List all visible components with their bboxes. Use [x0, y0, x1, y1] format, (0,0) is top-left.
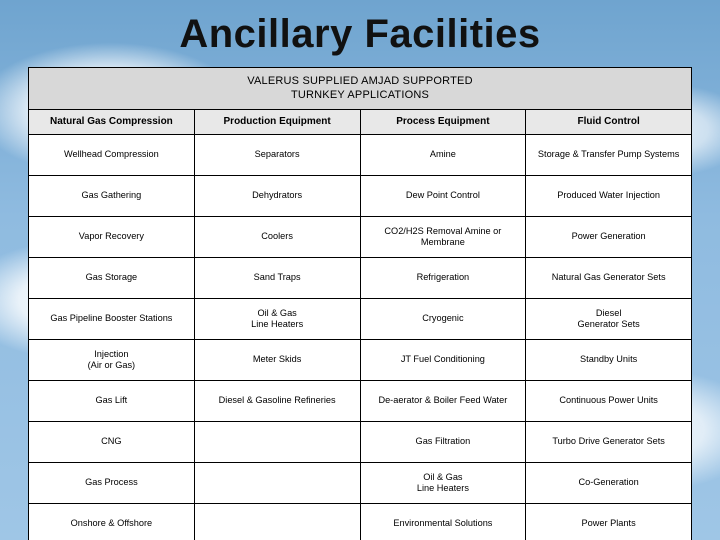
page-title: Ancillary Facilities: [28, 12, 692, 57]
cell: JT Fuel Conditioning: [360, 340, 526, 381]
cell: Natural Gas Generator Sets: [526, 258, 692, 299]
cell: DieselGenerator Sets: [526, 299, 692, 340]
cell: Oil & GasLine Heaters: [360, 463, 526, 504]
cell: Produced Water Injection: [526, 176, 692, 217]
cell: CO2/H2S Removal Amine or Membrane: [360, 217, 526, 258]
column-header: Fluid Control: [526, 109, 692, 135]
cell: Gas Pipeline Booster Stations: [29, 299, 195, 340]
cell: Dew Point Control: [360, 176, 526, 217]
column-header: Natural Gas Compression: [29, 109, 195, 135]
cell: Vapor Recovery: [29, 217, 195, 258]
cell: Sand Traps: [194, 258, 360, 299]
table-row: Wellhead Compression Separators Amine St…: [29, 135, 692, 176]
table-row: Onshore & Offshore Environmental Solutio…: [29, 504, 692, 540]
column-header: Production Equipment: [194, 109, 360, 135]
cell: Standby Units: [526, 340, 692, 381]
table-body: Wellhead Compression Separators Amine St…: [29, 135, 692, 540]
cell: Environmental Solutions: [360, 504, 526, 540]
cell: Continuous Power Units: [526, 381, 692, 422]
table-banner-line2: TURNKEY APPLICATIONS: [291, 89, 429, 101]
cell: [194, 504, 360, 540]
table-banner: VALERUS SUPPLIED AMJAD SUPPORTED TURNKEY…: [29, 68, 692, 110]
cell: Gas Process: [29, 463, 195, 504]
cell: Power Plants: [526, 504, 692, 540]
cell: Meter Skids: [194, 340, 360, 381]
cell: Turbo Drive Generator Sets: [526, 422, 692, 463]
cell: Dehydrators: [194, 176, 360, 217]
cell: Oil & GasLine Heaters: [194, 299, 360, 340]
cell: Gas Lift: [29, 381, 195, 422]
cell: Storage & Transfer Pump Systems: [526, 135, 692, 176]
column-header: Process Equipment: [360, 109, 526, 135]
cell: Gas Storage: [29, 258, 195, 299]
cell: Separators: [194, 135, 360, 176]
cell: [194, 422, 360, 463]
cell: Amine: [360, 135, 526, 176]
table-row: Gas Process Oil & GasLine Heaters Co-Gen…: [29, 463, 692, 504]
cell: Gas Gathering: [29, 176, 195, 217]
cell: Diesel & Gasoline Refineries: [194, 381, 360, 422]
table-row: Gas Storage Sand Traps Refrigeration Nat…: [29, 258, 692, 299]
table-row: Vapor Recovery Coolers CO2/H2S Removal A…: [29, 217, 692, 258]
applications-table: VALERUS SUPPLIED AMJAD SUPPORTED TURNKEY…: [28, 67, 692, 540]
table-row: Gas Pipeline Booster Stations Oil & GasL…: [29, 299, 692, 340]
cell: Cryogenic: [360, 299, 526, 340]
cell: Onshore & Offshore: [29, 504, 195, 540]
cell: Wellhead Compression: [29, 135, 195, 176]
table-row: Gas Lift Diesel & Gasoline Refineries De…: [29, 381, 692, 422]
cell: Refrigeration: [360, 258, 526, 299]
cell: Co-Generation: [526, 463, 692, 504]
cell: Injection(Air or Gas): [29, 340, 195, 381]
table-row: CNG Gas Filtration Turbo Drive Generator…: [29, 422, 692, 463]
cell: CNG: [29, 422, 195, 463]
table-row: Injection(Air or Gas) Meter Skids JT Fue…: [29, 340, 692, 381]
cell: Coolers: [194, 217, 360, 258]
cell: Gas Filtration: [360, 422, 526, 463]
cell: [194, 463, 360, 504]
table-row: Gas Gathering Dehydrators Dew Point Cont…: [29, 176, 692, 217]
cell: De-aerator & Boiler Feed Water: [360, 381, 526, 422]
table-banner-line1: VALERUS SUPPLIED AMJAD SUPPORTED: [247, 75, 472, 87]
cell: Power Generation: [526, 217, 692, 258]
